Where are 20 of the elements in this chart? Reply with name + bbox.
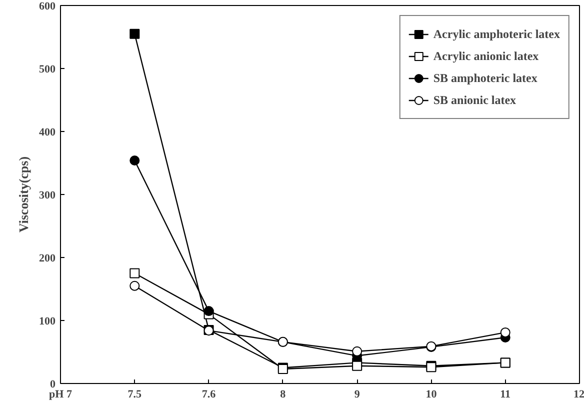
y-tick-label: 400 [39, 126, 56, 138]
x-tick-label: 8 [280, 388, 286, 400]
y-tick-label: 100 [39, 316, 56, 328]
y-tick-label: 300 [39, 190, 56, 202]
legend-label: SB amphoteric latex [433, 70, 538, 86]
x-tick-label: 7.5 [128, 388, 142, 400]
x-tick-label: 7.6 [202, 388, 216, 400]
x-tick-label: pH 7 [49, 388, 72, 400]
y-tick-label: 500 [39, 64, 56, 76]
x-tick-label: 12 [574, 388, 584, 400]
x-tick-label: 10 [426, 388, 438, 400]
y-tick-label: 200 [39, 252, 56, 264]
x-tick-label: 11 [500, 388, 511, 400]
y-axis-title: Viscosity(cps) [16, 156, 31, 233]
x-tick-label: 9 [354, 388, 360, 400]
legend-label: Acrylic amphoteric latex [433, 26, 560, 42]
legend-label: SB anionic latex [433, 92, 516, 108]
y-tick-label: 600 [39, 0, 56, 12]
y-tick-label: 0 [50, 378, 56, 390]
legend-label: Acrylic anionic latex [433, 48, 539, 64]
